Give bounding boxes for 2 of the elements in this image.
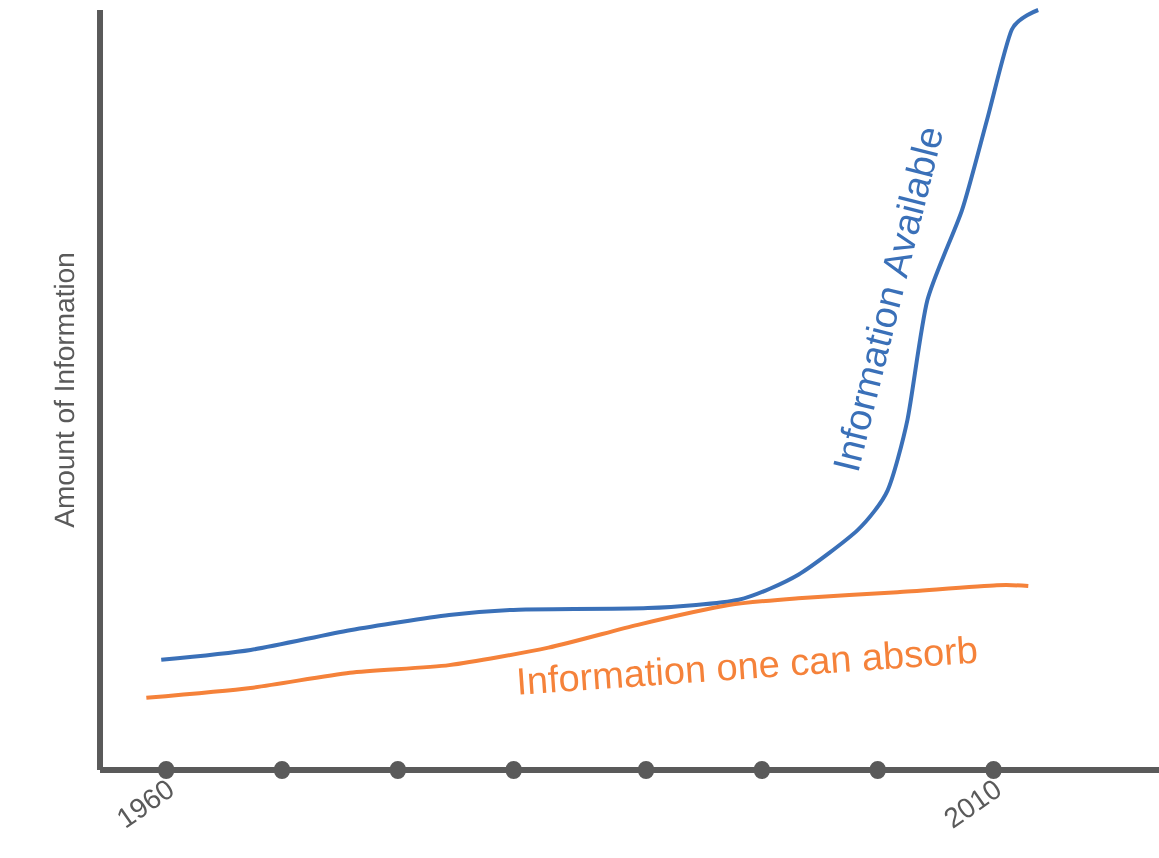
series-label: Information one can absorb xyxy=(518,636,977,695)
y-axis-title: Amount of Information xyxy=(53,254,75,528)
